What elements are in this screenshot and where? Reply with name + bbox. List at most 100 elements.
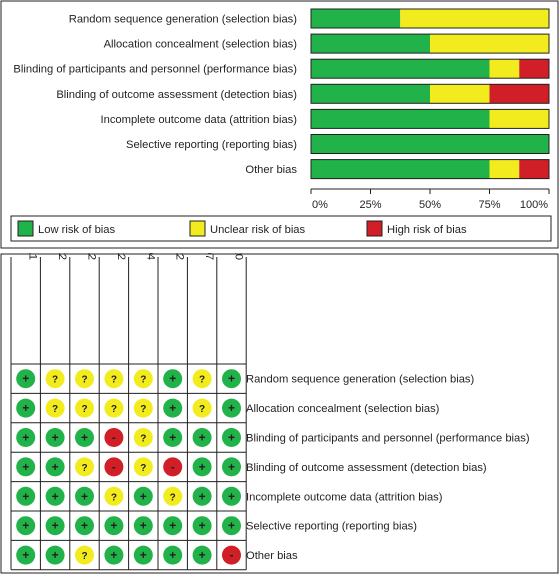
judgement-symbol: + xyxy=(199,460,206,474)
judgement-low-circle xyxy=(192,516,212,536)
judgement-low-circle xyxy=(163,369,183,389)
bar-outline xyxy=(310,108,550,129)
judgement-low-circle xyxy=(133,545,153,565)
judgement-low-circle xyxy=(16,486,36,506)
judgement-low-circle xyxy=(104,516,124,536)
judgement-symbol: + xyxy=(169,519,176,533)
judgement-symbol: ? xyxy=(81,551,87,562)
domain-label: Random sequence generation (selection bi… xyxy=(69,14,298,26)
judgement-symbol: ? xyxy=(140,434,146,445)
judgement-low-circle xyxy=(192,486,212,506)
bar-segment-high xyxy=(519,59,549,79)
judgement-symbol: ? xyxy=(111,375,117,386)
judgement-symbol: + xyxy=(140,548,147,562)
bar-segment-low xyxy=(311,134,549,154)
bar-outline xyxy=(310,33,550,54)
judgement-unclear-circle xyxy=(45,398,65,418)
judgement-low-circle xyxy=(75,516,94,536)
x-tick-label: 75% xyxy=(478,199,500,211)
judgement-low-circle xyxy=(45,486,65,506)
domain-label: Incomplete outcome data (attrition bias) xyxy=(100,114,297,126)
bar-segment-high xyxy=(519,159,549,179)
graph-frame xyxy=(0,0,559,249)
legend-label: High risk of bias xyxy=(387,224,467,236)
study-label: Wirz-Justice 2011 xyxy=(27,253,39,260)
judgement-symbol: + xyxy=(52,431,59,445)
judgement-symbol: + xyxy=(110,548,117,562)
judgement-low-circle xyxy=(222,398,241,418)
domain-label: Other bias xyxy=(246,550,298,562)
study-label: Donmez 2022 xyxy=(174,253,186,260)
judgement-low-circle xyxy=(163,545,183,565)
judgement-low-circle xyxy=(222,428,241,447)
judgement-symbol: + xyxy=(22,401,29,415)
judgement-unclear-circle xyxy=(133,398,153,418)
judgement-symbol: + xyxy=(52,489,59,503)
judgement-unclear-circle xyxy=(75,457,94,477)
judgement-symbol: + xyxy=(22,519,29,533)
bar-segment-unclear xyxy=(489,59,520,79)
judgement-symbol: + xyxy=(169,372,176,386)
judgement-low-circle xyxy=(222,516,241,536)
judgement-symbol: + xyxy=(228,372,235,386)
judgement-low-circle xyxy=(16,457,36,477)
judgement-symbol: + xyxy=(81,519,88,533)
domain-label: Blinding of participants and personnel (… xyxy=(13,64,297,76)
judgement-low-circle xyxy=(16,398,36,418)
bar-outline xyxy=(310,8,550,29)
judgement-symbol: + xyxy=(199,519,206,533)
domain-label: Random sequence generation (selection bi… xyxy=(246,374,475,386)
bar-segment-unclear xyxy=(489,159,520,179)
judgement-symbol: + xyxy=(199,489,206,503)
judgement-symbol: + xyxy=(81,431,88,445)
judgement-symbol: ? xyxy=(140,375,146,386)
judgement-low-circle xyxy=(16,516,36,536)
judgement-symbol: ? xyxy=(140,404,146,415)
judgement-low-circle xyxy=(163,428,183,447)
judgement-low-circle xyxy=(192,428,212,447)
judgement-high-circle xyxy=(222,545,241,565)
judgement-symbol: - xyxy=(171,460,175,474)
judgement-unclear-circle xyxy=(45,369,65,389)
bar-outline xyxy=(310,134,550,154)
bar-segment-unclear xyxy=(400,9,549,28)
risk-of-bias-graph: Random sequence generation (selection bi… xyxy=(0,0,560,250)
judgement-low-circle xyxy=(133,516,153,536)
judgement-symbol: + xyxy=(228,431,235,445)
judgement-symbol: ? xyxy=(81,463,87,474)
bar-outline xyxy=(310,58,550,79)
judgement-symbol: + xyxy=(52,519,59,533)
judgement-symbol: + xyxy=(52,548,59,562)
judgement-symbol: + xyxy=(228,489,235,503)
judgement-low-circle xyxy=(222,457,241,477)
x-tick-label: 0% xyxy=(312,199,328,211)
legend-swatch xyxy=(189,220,206,237)
study-label: Lee 2012 xyxy=(86,253,98,260)
judgement-low-circle xyxy=(133,486,153,506)
risk-of-bias-summary: Wirz-Justice 2011 Verma 2022 Lee 2012 Garba… xyxy=(0,173,560,575)
risk-of-bias-graph-svg: Random sequence generation (selection bi… xyxy=(0,0,559,249)
judgement-symbol: + xyxy=(199,431,206,445)
judgement-unclear-circle xyxy=(75,369,94,389)
domain-label: Allocation concealment (selection bias) xyxy=(104,39,298,51)
domain-label: Blinding of outcome assessment (detectio… xyxy=(56,89,297,101)
judgement-low-circle xyxy=(75,486,94,506)
judgement-symbol: ? xyxy=(81,404,87,415)
judgement-low-circle xyxy=(192,457,212,477)
legend-label: Unclear risk of bias xyxy=(210,224,306,236)
judgement-unclear-circle xyxy=(192,398,212,418)
judgement-unclear-circle xyxy=(75,545,94,565)
study-label: Bais 2020 xyxy=(233,253,245,260)
bar-segment-high xyxy=(489,84,549,104)
judgement-low-circle xyxy=(163,398,183,418)
legend-label: Low risk of bias xyxy=(38,224,116,236)
judgement-high-circle xyxy=(163,457,183,477)
x-tick-label: 100% xyxy=(520,199,548,211)
domain-label: Selective reporting (reporting bias) xyxy=(126,139,297,151)
study-label: Garbazza 2022 xyxy=(115,253,127,260)
judgement-symbol: + xyxy=(228,401,235,415)
judgement-symbol: ? xyxy=(81,375,87,386)
x-tick-label: 50% xyxy=(419,199,441,211)
bar-segment-unclear xyxy=(489,109,549,129)
judgement-high-circle xyxy=(104,428,124,447)
